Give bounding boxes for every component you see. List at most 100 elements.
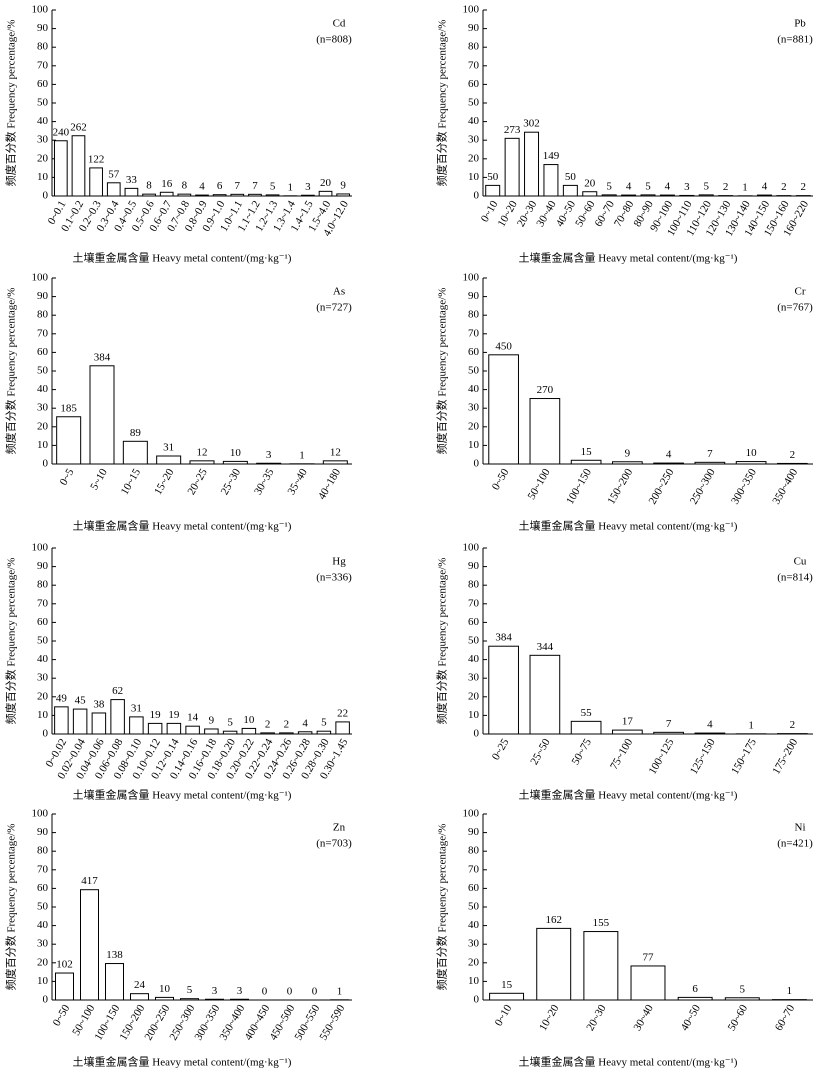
bar: [80, 889, 99, 1001]
annotation: Zn: [333, 822, 346, 834]
annotation: (n=814): [777, 572, 813, 584]
data-label: 2: [723, 181, 729, 193]
y-tick-label: 100: [463, 4, 480, 16]
bar: [524, 131, 540, 197]
y-tick-label: 50: [468, 901, 480, 913]
y-tick-label: 80: [37, 41, 49, 53]
y-tick-label: 40: [468, 115, 480, 127]
y-tick-label: 10: [37, 709, 49, 721]
data-label: 273: [504, 124, 521, 136]
data-label: 12: [330, 446, 341, 458]
data-label: 384: [495, 632, 512, 644]
bar: [529, 398, 561, 465]
y-axis-label: 频度百分数 Frequency percentage/%: [4, 558, 18, 725]
y-tick-label: 100: [463, 542, 480, 554]
x-tick-label: 10~20: [537, 1002, 562, 1033]
y-tick-label: 70: [468, 863, 480, 875]
bar: [195, 194, 209, 197]
data-label: 3: [266, 449, 272, 461]
x-tick-label: 30~40: [631, 1002, 656, 1033]
y-tick-label: 80: [37, 309, 49, 321]
x-tick-label: 0~10: [493, 1002, 515, 1028]
data-label: 2: [265, 718, 271, 730]
data-label: 15: [501, 979, 513, 991]
data-label: 55: [581, 707, 593, 719]
bar: [316, 730, 332, 735]
y-tick-label: 50: [37, 901, 49, 913]
x-tick-label: 250~300: [688, 466, 718, 506]
bar: [212, 194, 227, 197]
data-label: 5: [606, 180, 612, 192]
x-tick-label: 60~70: [773, 1002, 798, 1033]
annotation: (n=703): [316, 838, 352, 850]
y-tick-label: 80: [468, 579, 480, 591]
bar: [89, 365, 115, 465]
y-tick-label: 40: [37, 115, 49, 127]
y-tick-label: 60: [468, 616, 480, 628]
y-tick-label: 80: [37, 845, 49, 857]
y-tick-label: 30: [37, 134, 49, 146]
bar: [536, 927, 572, 1001]
y-tick-label: 70: [37, 863, 49, 875]
annotation: As: [333, 286, 345, 298]
data-label: 10: [243, 714, 255, 726]
bar: [189, 460, 215, 465]
y-axis-label: 频度百分数 Frequency percentage/%: [435, 288, 449, 455]
y-tick-label: 40: [468, 653, 480, 665]
annotation: (n=767): [777, 302, 813, 314]
data-label: 5: [270, 180, 276, 192]
annotation: Cd: [333, 18, 346, 30]
y-tick-label: 90: [468, 290, 480, 302]
data-label: 89: [130, 427, 142, 439]
bar: [230, 193, 245, 197]
data-label: 2: [801, 181, 807, 193]
data-label: 4: [665, 181, 671, 193]
x-axis-label: 土壤重金属含量 Heavy metal content/(mg·kg⁻¹): [519, 1055, 738, 1069]
data-label: 7: [666, 718, 672, 730]
bar: [72, 708, 88, 735]
x-tick-label: 100~125: [647, 736, 677, 776]
data-label: 17: [622, 716, 634, 728]
y-tick-label: 10: [37, 439, 49, 451]
y-tick-label: 0: [43, 728, 49, 740]
data-label: 1: [742, 181, 748, 193]
x-tick-label: 200~250: [647, 466, 677, 506]
data-label: 3: [237, 985, 243, 997]
y-tick-label: 10: [468, 171, 480, 183]
bar: [124, 187, 139, 197]
x-tick-label: 40~50: [679, 1002, 704, 1033]
bar: [488, 354, 519, 465]
x-axis-label: 土壤重金属含量 Heavy metal content/(mg·kg⁻¹): [519, 788, 738, 802]
data-label: 4: [707, 719, 713, 731]
y-tick-label: 70: [468, 597, 480, 609]
y-axis-label: 频度百分数 Frequency percentage/%: [435, 824, 449, 991]
y-tick-label: 80: [468, 309, 480, 321]
x-tick-label: 40~180: [316, 466, 343, 501]
annotation: (n=421): [777, 838, 813, 850]
bar: [159, 191, 174, 197]
y-axis-label: 频度百分数 Frequency percentage/%: [4, 20, 18, 187]
bar: [248, 193, 262, 197]
bar: [147, 722, 163, 735]
y-tick-label: 60: [37, 616, 49, 628]
x-tick-label: 150~175: [729, 736, 759, 776]
y-tick-label: 0: [43, 190, 49, 202]
x-tick-label: 10~15: [119, 466, 144, 497]
y-tick-label: 20: [37, 956, 49, 968]
data-label: 10: [159, 983, 171, 995]
y-tick-label: 90: [37, 560, 49, 572]
bar: [640, 194, 656, 197]
x-tick-label: 550~590: [317, 1002, 347, 1042]
data-label: 4: [666, 449, 672, 461]
bar: [205, 998, 224, 1001]
bar: [694, 732, 726, 735]
bar: [777, 462, 808, 465]
annotation: (n=336): [316, 572, 352, 584]
bar: [71, 135, 86, 197]
data-label: 149: [543, 150, 560, 162]
bar: [504, 137, 520, 197]
bar: [659, 194, 675, 197]
bar: [222, 730, 238, 735]
bar: [322, 460, 348, 465]
bar: [698, 194, 714, 197]
